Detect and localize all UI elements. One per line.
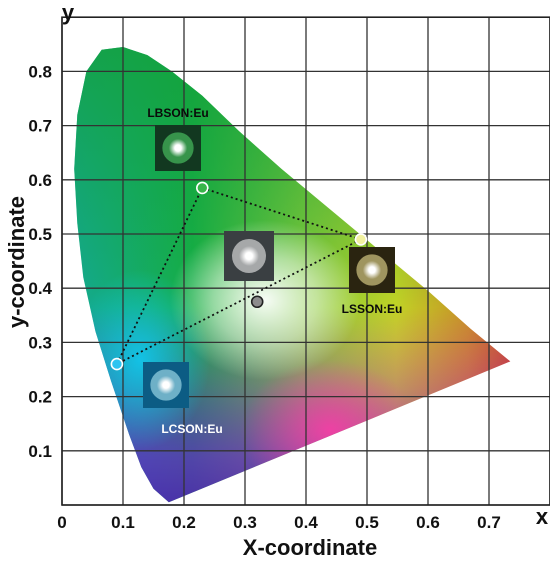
point-lsson <box>354 233 368 246</box>
point-lbson <box>196 181 209 195</box>
x-axis-letter: x <box>536 504 549 529</box>
x-tick-label: 0.3 <box>233 513 257 532</box>
x-tick-label: 0.6 <box>416 513 440 532</box>
grid <box>61 16 550 506</box>
photo-lbson <box>155 125 201 171</box>
y-tick-label: 0.3 <box>28 333 52 352</box>
point-labels: LBSON:Eu LSSON:Eu LCSON:Eu <box>147 106 402 436</box>
x-tick-label: 0 <box>57 513 66 532</box>
x-tick-label: 0.4 <box>294 513 318 532</box>
photo-lsson <box>349 247 395 293</box>
x-tick-label: 0.5 <box>355 513 379 532</box>
y-tick-label: 0.7 <box>28 117 52 136</box>
photo-white <box>224 231 274 281</box>
y-tick-label: 0.6 <box>28 171 52 190</box>
y-axis-title: y-coordinate <box>4 196 29 328</box>
y-axis-letter: y <box>62 0 75 25</box>
x-tick-label: 0.1 <box>111 513 135 532</box>
photo-lcson <box>143 362 189 408</box>
triangle-edge <box>116 238 362 365</box>
point-white-light <box>250 295 264 309</box>
tick-labels: 0 0.1 0.2 0.3 0.4 0.5 0.6 0.7 0.1 0.2 0.3 0.4 0.5 0.6… <box>28 62 500 532</box>
y-tick-label: 0.8 <box>28 62 52 81</box>
x-tick-label: 0.2 <box>172 513 196 532</box>
data-points <box>110 181 368 371</box>
label-lsson: LSSON:Eu <box>342 302 403 316</box>
x-tick-label: 0.7 <box>477 513 501 532</box>
y-tick-label: 0.2 <box>28 388 52 407</box>
y-tick-label: 0.5 <box>28 225 52 244</box>
color-gamut-triangle <box>116 187 362 365</box>
phosphor-photos <box>143 125 395 408</box>
label-lcson: LCSON:Eu <box>161 422 222 436</box>
y-tick-label: 0.4 <box>28 279 52 298</box>
label-lbson: LBSON:Eu <box>147 106 208 120</box>
plot-frame <box>61 16 550 506</box>
x-axis-title: X-coordinate <box>243 535 377 559</box>
point-lcson <box>110 357 124 371</box>
y-tick-label: 0.1 <box>28 442 52 461</box>
